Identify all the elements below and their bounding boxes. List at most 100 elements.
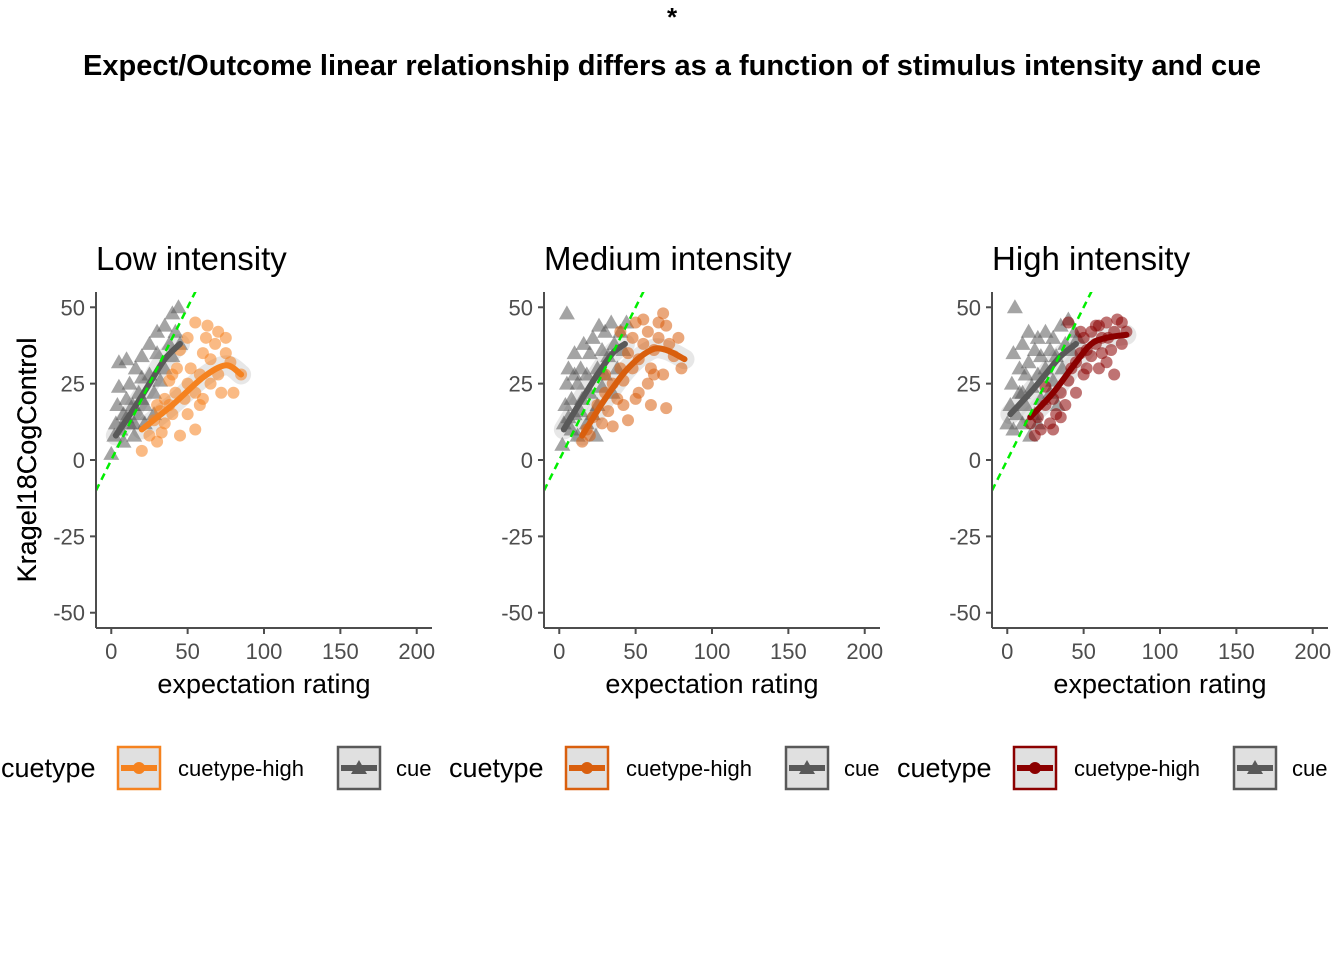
- data-point-cuetype-high: [1080, 362, 1093, 375]
- y-tick-label: 0: [73, 448, 85, 473]
- data-point-cue: [118, 351, 135, 366]
- data-point-cuetype-high: [135, 444, 148, 457]
- data-point-cuetype-high: [647, 368, 660, 381]
- data-point-cue: [167, 323, 184, 338]
- panel-title: High intensity: [992, 240, 1191, 277]
- y-tick-label: 50: [61, 295, 85, 320]
- data-point-cuetype-high: [151, 399, 164, 412]
- data-point-cuetype-high: [1100, 316, 1113, 329]
- x-tick-label: 150: [322, 639, 359, 664]
- legend-gutter: [435, 740, 447, 795]
- data-point-cuetype-high: [174, 429, 186, 442]
- fit-line-cue: [560, 340, 628, 433]
- data-point-cue: [1017, 397, 1034, 412]
- data-point-cuetype-high: [637, 313, 650, 326]
- data-point-cuetype-high: [637, 337, 650, 350]
- x-tick-label: 100: [246, 639, 283, 664]
- x-tick-label: 0: [1001, 639, 1013, 664]
- data-point-cuetype-high: [1059, 399, 1072, 412]
- data-point-cuetype-high: [219, 331, 232, 344]
- data-point-cuetype-high: [199, 331, 212, 344]
- y-tick-label: 25: [509, 372, 533, 397]
- data-point-cuetype-high: [606, 420, 619, 433]
- legend-key-marker: [1029, 762, 1041, 774]
- data-point-cue: [575, 335, 592, 350]
- data-point-cuetype-high: [181, 408, 194, 421]
- data-point-cue: [146, 384, 163, 399]
- data-point-cuetype-high: [184, 362, 197, 375]
- y-tick-label: -50: [53, 601, 85, 626]
- data-point-cuetype-high: [151, 435, 164, 448]
- data-point-cue: [1008, 406, 1025, 421]
- data-point-cuetype-high: [155, 426, 168, 439]
- data-point-cuetype-high: [596, 417, 609, 430]
- legend: cuetype cuetype-high cue: [897, 745, 1327, 791]
- x-axis-label: expectation rating: [1053, 669, 1266, 699]
- data-point-cue: [1003, 375, 1020, 390]
- data-point-cuetype-high: [1062, 316, 1075, 329]
- figure-title: Expect/Outcome linear relationship diffe…: [83, 50, 1261, 82]
- data-point-cue: [1006, 299, 1023, 314]
- data-point-cue: [170, 299, 187, 314]
- data-point-cuetype-high: [163, 374, 176, 387]
- data-point-cuetype-high: [1074, 325, 1087, 338]
- data-point-cuetype-high: [1054, 411, 1067, 424]
- y-tick-label: -25: [53, 524, 85, 549]
- data-point-cue: [558, 305, 575, 320]
- data-point-cuetype-high: [1108, 368, 1121, 381]
- data-point-cuetype-high: [1095, 347, 1108, 360]
- data-point-cuetype-high: [675, 362, 688, 375]
- data-point-cue: [1045, 329, 1062, 344]
- panel-title: Low intensity: [96, 240, 287, 277]
- data-point-cue: [1017, 366, 1034, 381]
- identity-line: [992, 292, 1093, 492]
- legend-label-cue: cue: [1292, 756, 1327, 781]
- data-point-cuetype-high: [1100, 356, 1113, 369]
- data-point-cuetype-high: [1047, 423, 1060, 436]
- data-point-cuetype-high: [614, 325, 627, 338]
- x-tick-label: 50: [175, 639, 199, 664]
- legend-key-marker: [581, 762, 593, 774]
- fit-line-cue: [112, 340, 183, 439]
- data-point-cue: [1037, 323, 1054, 338]
- data-point-cue: [1032, 348, 1049, 363]
- y-tick-label: 0: [969, 448, 981, 473]
- data-point-cue: [1005, 345, 1022, 360]
- data-point-cuetype-high: [602, 405, 615, 418]
- data-point-cuetype-high: [626, 331, 639, 344]
- legend-label-cuetype-high: cuetype-high: [626, 756, 752, 781]
- legend-label-cue: cue: [844, 756, 879, 781]
- data-point-cuetype-high: [617, 399, 630, 412]
- y-tick-label: 50: [957, 295, 981, 320]
- chart-panel-1: Low intensity Kragel18CogControl expectati…: [1, 240, 435, 791]
- data-point-cuetype-high: [1115, 337, 1128, 350]
- y-tick-label: -25: [949, 524, 981, 549]
- legend-key-marker: [133, 762, 145, 774]
- data-point-cue: [578, 366, 595, 381]
- data-point-cue: [141, 335, 158, 350]
- y-axis-label: Kragel18CogControl: [12, 338, 42, 583]
- legend-gutter: [883, 740, 895, 795]
- plot-area: [992, 292, 1137, 492]
- fit-line-cuetype-high: [1027, 331, 1130, 421]
- y-tick-label: 50: [509, 295, 533, 320]
- data-point-cuetype-high: [215, 386, 228, 399]
- x-tick-label: 200: [398, 639, 435, 664]
- panels: Low intensity Kragel18CogControl expectati…: [1, 240, 1331, 795]
- data-point-cue: [563, 390, 580, 405]
- legend: cuetype cuetype-high cue: [1, 745, 431, 791]
- data-point-cuetype-high: [219, 347, 232, 360]
- data-point-cuetype-high: [1070, 386, 1082, 399]
- legend-label-cue: cue: [396, 756, 431, 781]
- data-point-cuetype-high: [170, 362, 183, 375]
- data-point-cue: [590, 317, 607, 332]
- y-axis-label: Kragel18CogControl: [12, 338, 42, 583]
- fit-line-cue: [1007, 340, 1079, 418]
- data-point-cue: [121, 375, 138, 390]
- y-tick-label: -50: [501, 601, 533, 626]
- legend-key-marker: [799, 760, 815, 774]
- data-point-cue: [133, 348, 150, 363]
- data-point-cuetype-high: [204, 377, 217, 390]
- data-point-cue: [1005, 421, 1022, 436]
- data-point-cuetype-high: [660, 402, 673, 415]
